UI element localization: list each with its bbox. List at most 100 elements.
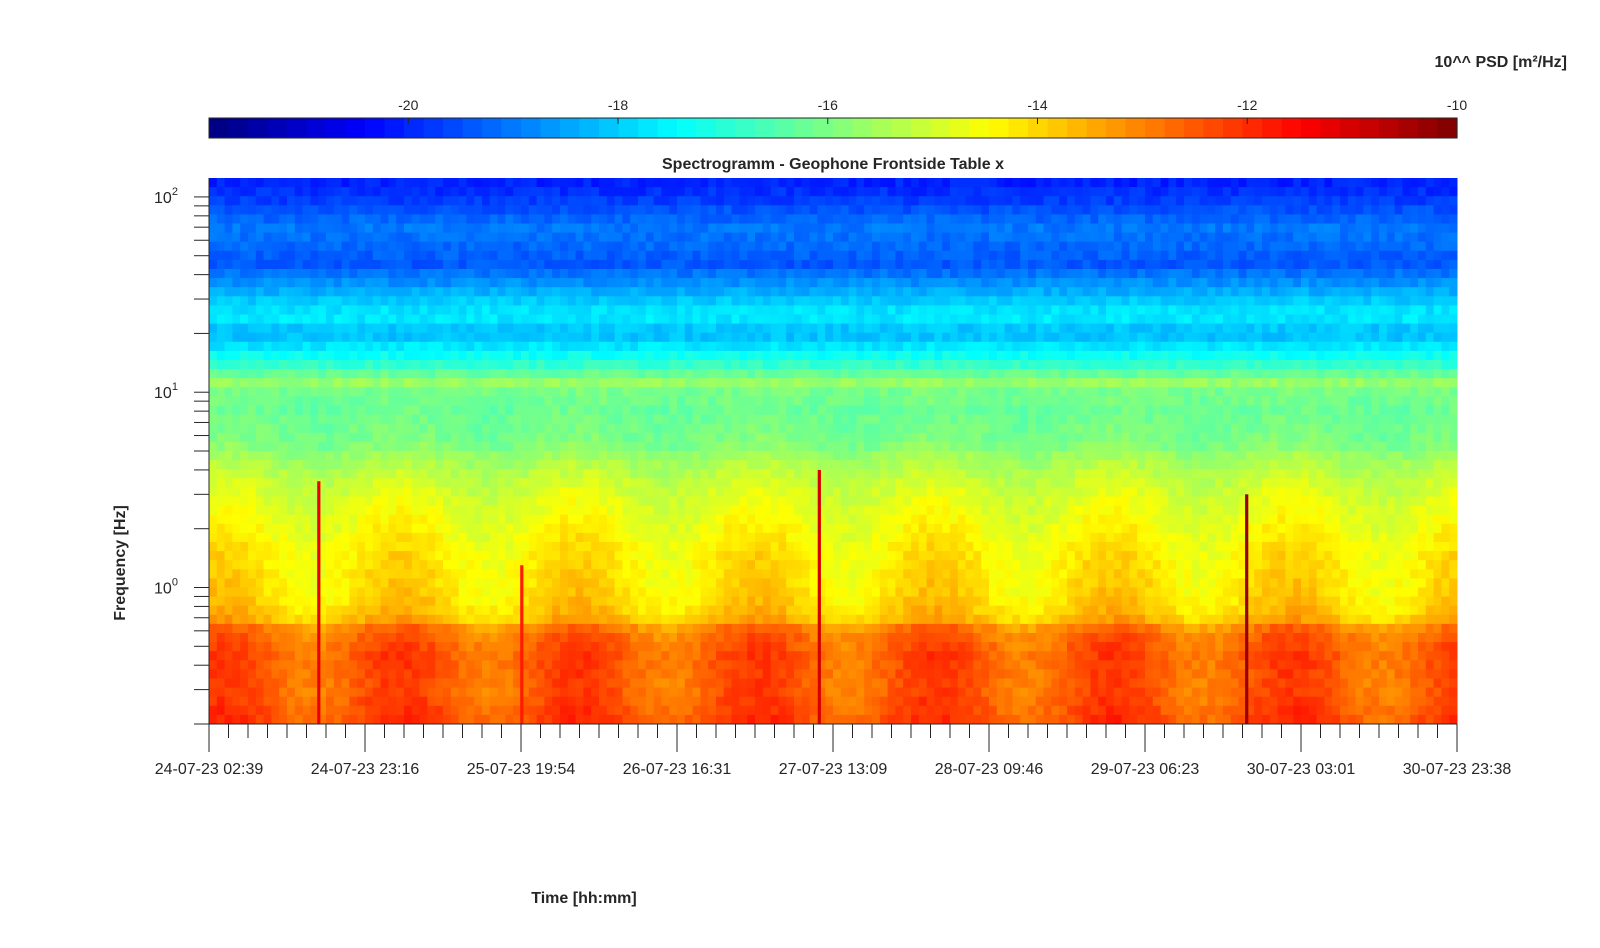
heatmap-cell: [723, 369, 733, 379]
heatmap-cell: [1113, 323, 1123, 334]
heatmap-cell: [1418, 332, 1427, 343]
heatmap-cell: [755, 214, 764, 224]
heatmap-cell: [279, 387, 288, 397]
heatmap-cell: [1090, 341, 1099, 352]
heatmap-cell: [692, 214, 701, 224]
heatmap-cell: [879, 360, 889, 370]
heatmap-cell: [1332, 196, 1341, 206]
heatmap-cell: [848, 396, 857, 406]
heatmap-cell: [840, 278, 850, 288]
heatmap-cell: [1176, 296, 1185, 306]
heatmap-cell: [302, 414, 311, 425]
heatmap-cell: [1277, 287, 1286, 297]
heatmap-cell: [661, 232, 670, 243]
heatmap-cell: [567, 451, 577, 461]
heatmap-cell: [583, 396, 592, 406]
heatmap-cell: [365, 269, 374, 279]
heatmap-cell: [411, 350, 421, 361]
heatmap-cell: [645, 205, 655, 215]
heatmap-cell: [950, 287, 959, 297]
heatmap-cell: [1262, 214, 1271, 224]
heatmap-cell: [942, 269, 951, 279]
heatmap-cell: [380, 178, 389, 188]
heatmap-cell: [630, 223, 639, 234]
heatmap-cell: [1324, 287, 1333, 297]
heatmap-cell: [1184, 278, 1193, 288]
heatmap-cell: [801, 341, 811, 352]
heatmap-cell: [887, 223, 896, 234]
heatmap-cell: [1402, 278, 1411, 288]
heatmap-cell: [240, 241, 249, 252]
heatmap-cell: [794, 232, 803, 243]
heatmap-cell: [723, 196, 733, 206]
heatmap-cell: [318, 269, 327, 279]
heatmap-cell: [677, 278, 686, 288]
heatmap-cell: [279, 414, 288, 425]
heatmap-cell: [1332, 296, 1341, 306]
heatmap-cell: [716, 314, 725, 325]
heatmap-cell: [1308, 187, 1318, 197]
heatmap-cell: [1199, 369, 1208, 379]
heatmap-cell: [614, 341, 623, 352]
heatmap-cell: [653, 350, 662, 361]
heatmap-cell: [1332, 396, 1341, 406]
heatmap-cell: [1137, 187, 1146, 197]
heatmap-cell: [669, 223, 678, 234]
heatmap-cell: [942, 396, 951, 406]
heatmap-cell: [856, 369, 865, 379]
heatmap-cell: [1418, 187, 1427, 197]
heatmap-cell: [801, 250, 811, 261]
heatmap-cell: [357, 350, 366, 361]
heatmap-cell: [1238, 360, 1247, 370]
heatmap-cell: [489, 223, 499, 234]
heatmap-cell: [560, 451, 569, 461]
heatmap-cell: [1269, 350, 1279, 361]
heatmap-cell: [747, 205, 756, 215]
heatmap-cell: [1394, 414, 1403, 425]
heatmap-cell: [1035, 323, 1045, 334]
heatmap-cell: [1441, 323, 1450, 334]
heatmap-cell: [669, 278, 678, 288]
heatmap-cell: [622, 278, 631, 288]
heatmap-cell: [903, 178, 912, 188]
heatmap-cell: [1090, 178, 1099, 188]
heatmap-cell: [801, 178, 811, 188]
heatmap-cell: [903, 278, 912, 288]
heatmap-cell: [1207, 305, 1216, 315]
heatmap-cell: [856, 341, 865, 352]
heatmap-cell: [684, 214, 694, 224]
heatmap-cell: [622, 332, 631, 343]
heatmap-cell: [864, 396, 873, 406]
heatmap-cell: [1051, 178, 1060, 188]
heatmap-cell: [240, 187, 249, 197]
heatmap-cell: [544, 187, 553, 197]
heatmap-cell: [271, 378, 280, 388]
heatmap-cell: [1277, 378, 1286, 388]
heatmap-cell: [240, 196, 249, 206]
heatmap-cell: [583, 350, 592, 361]
heatmap-cell: [840, 223, 850, 234]
heatmap-cell: [770, 205, 779, 215]
heatmap-cell: [996, 269, 1006, 279]
heatmap-cell: [575, 423, 584, 434]
heatmap-cell: [981, 259, 990, 270]
heatmap-cell: [1316, 441, 1325, 452]
heatmap-cell: [1425, 250, 1435, 261]
heatmap-cell: [950, 214, 959, 224]
heatmap-cell: [1441, 314, 1450, 325]
heatmap-cell: [973, 259, 982, 270]
heatmap-cell: [1152, 396, 1162, 406]
heatmap-cell: [279, 451, 288, 461]
heatmap-cell: [435, 241, 444, 252]
heatmap-cell: [466, 259, 475, 270]
heatmap-cell: [755, 350, 764, 361]
heatmap-cell: [216, 241, 226, 252]
heatmap-cell: [1386, 432, 1396, 443]
heatmap-cell: [1433, 396, 1442, 406]
heatmap-cell: [950, 232, 959, 243]
heatmap-cell: [1418, 287, 1427, 297]
heatmap-cell: [1230, 441, 1240, 452]
heatmap-cell: [1160, 232, 1169, 243]
heatmap-cell: [638, 387, 647, 397]
heatmap-cell: [770, 369, 779, 379]
